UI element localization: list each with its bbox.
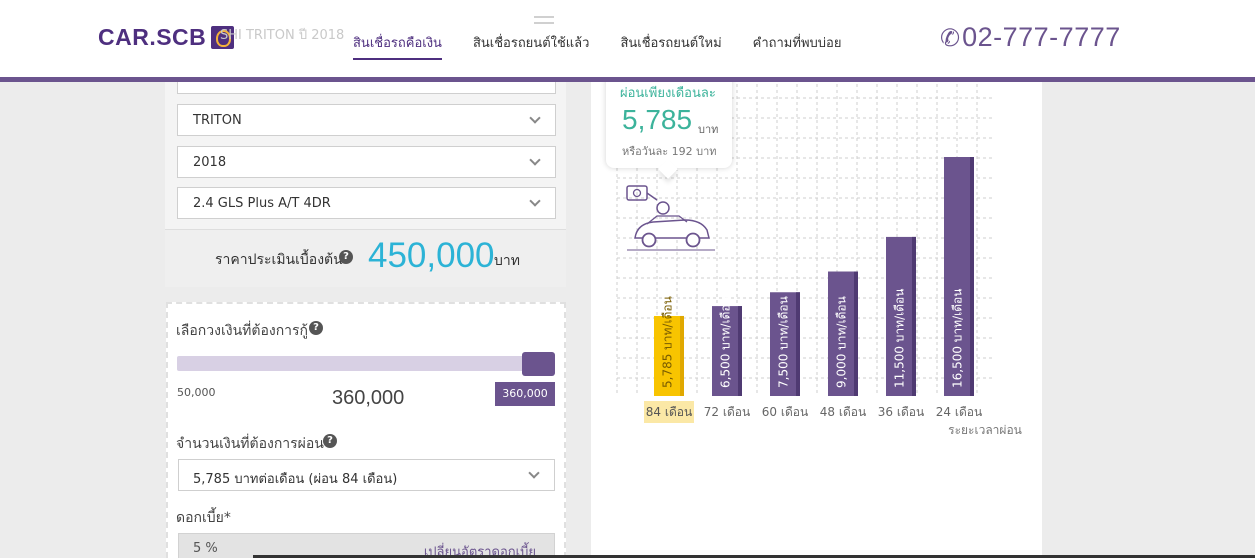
chevron-down-icon [528, 467, 540, 479]
bubble-daily-amount: หรือวันละ 192 บาท [622, 145, 717, 158]
model-select-value: TRITON [193, 113, 242, 128]
interest-label: ดอกเบี้ย* [176, 510, 231, 526]
bar[interactable] [654, 315, 684, 396]
chevron-down-icon [529, 195, 541, 207]
nav-item-faq[interactable]: คำถามที่พบบ่อย [752, 36, 842, 51]
bar[interactable] [828, 271, 858, 396]
interest-rate-value: 5 % [193, 541, 218, 556]
bar-shadow [970, 157, 974, 396]
bar-shadow [796, 292, 800, 396]
x-tick-label[interactable]: 48 เดือน [820, 405, 866, 419]
interest-rate-field[interactable]: 5 % เปลี่ยนอัตราดอกเบี้ย [178, 533, 555, 558]
bar-value-label: 9,000 บาท/เดือน [835, 296, 849, 388]
main-nav: สินเชื่อรถคือเงิน สินเชื่อรถยนต์ใช้แล้ว … [353, 32, 872, 60]
loan-slider-min: 50,000 [177, 386, 216, 399]
installment-select[interactable]: 5,785 บาทต่อเดือน (ผ่อน 84 เดือน) [178, 459, 555, 491]
scb-logo-icon [211, 26, 235, 49]
bar-shadow [854, 271, 858, 396]
installment-select-value: 5,785 บาทต่อเดือน (ผ่อน 84 เดือน) [193, 472, 398, 487]
submodel-select-value: 2.4 GLS Plus A/T 4DR [193, 196, 331, 211]
change-rate-link[interactable]: เปลี่ยนอัตราดอกเบี้ย [423, 545, 536, 558]
car-driver-icon [626, 185, 715, 251]
loan-slider-value: 360,000 [332, 387, 405, 409]
loan-amount-label: เลือกวงเงินที่ต้องการกู้ [176, 323, 309, 339]
bubble-monthly-amount: 5,785 [622, 104, 693, 135]
logo-text: CAR.SCB [98, 24, 207, 50]
loan-amount-slider[interactable] [177, 356, 555, 371]
bar[interactable] [944, 157, 974, 396]
bar[interactable] [770, 292, 800, 396]
year-select[interactable]: 2018 [177, 146, 556, 178]
monthly-payment-bubble: ผ่อนเพียงเดือนละ 5,785 บาท หรือวันละ 192… [606, 72, 732, 168]
nav-item-car-cash-loan[interactable]: สินเชื่อรถคือเงิน [353, 32, 442, 60]
obscured-car-title: SHI TRITON ปี 2018 [220, 28, 345, 43]
bar-shadow [912, 236, 916, 396]
phone-icon: ✆ [940, 23, 961, 52]
phone-contact[interactable]: ✆ 02-777-7777 [940, 22, 1121, 53]
x-tick-label[interactable]: 84 เดือน [646, 405, 692, 419]
filter-icon [534, 16, 554, 30]
loan-settings-card [166, 302, 566, 558]
site-header: CAR.SCB SHI TRITON ปี 2018 สินเชื่อรถคือ… [0, 0, 1255, 77]
bottom-bar [253, 555, 1255, 558]
bar[interactable] [886, 236, 916, 396]
selected-term-highlight [644, 401, 694, 423]
installment-label: จำนวนเงินที่ต้องการผ่อน [176, 436, 324, 452]
estimated-price-value: 450,000 [368, 236, 495, 275]
bar-value-label: 5,785 บาท/เดือน [661, 296, 675, 388]
bubble-amount-unit: บาท [698, 123, 719, 136]
bubble-title: ผ่อนเพียงเดือนละ [620, 86, 716, 101]
help-icon[interactable]: ? [309, 321, 323, 335]
estimated-price-label: ราคาประเมินเบื้องต้น [215, 252, 343, 268]
model-select[interactable]: TRITON [177, 104, 556, 136]
x-tick-label[interactable]: 36 เดือน [878, 405, 924, 419]
nav-item-new-car-loan[interactable]: สินเชื่อรถยนต์ใหม่ [620, 36, 722, 51]
chart-x-labels: 84 เดือน 72 เดือน 60 เดือน 48 เดือน 36 เดือน… [644, 401, 982, 423]
logo[interactable]: CAR.SCB [98, 24, 235, 51]
chart-x-axis-title: ระยะเวลาผ่อน [948, 423, 1022, 437]
bar-value-label: 11,500 บาท/เดือน [893, 289, 907, 388]
header-accent-bar [0, 77, 1255, 82]
phone-number: 02-777-7777 [962, 22, 1121, 52]
chart-bars: 5,785 บาท/เดือน 6,500 บาท/เดือน 7,500 บาท/… [654, 157, 974, 396]
help-icon[interactable]: ? [323, 434, 337, 448]
x-tick-label[interactable]: 60 เดือน [762, 405, 808, 419]
installment-bar-chart: 5,785 บาท/เดือน 6,500 บาท/เดือน 7,500 บาท/… [616, 77, 1022, 437]
estimated-price-unit: บาท [494, 253, 520, 269]
bar-value-label: 16,500 บาท/เดือน [951, 289, 965, 388]
estimated-price: ราคาประเมินเบื้องต้น ? 450,000 บาท [165, 229, 566, 287]
nav-item-used-car-loan[interactable]: สินเชื่อรถยนต์ใช้แล้ว [472, 36, 590, 51]
bar[interactable] [712, 306, 742, 396]
bar-shadow [680, 315, 684, 396]
bar-value-label: 7,500 บาท/เดือน [777, 296, 791, 388]
chevron-down-icon [529, 112, 541, 124]
submodel-select[interactable]: 2.4 GLS Plus A/T 4DR [177, 187, 556, 219]
year-select-value: 2018 [193, 155, 227, 170]
chevron-down-icon [529, 154, 541, 166]
bar-value-label: 6,500 บาท/เดือน [719, 296, 733, 388]
help-icon[interactable]: ? [339, 250, 353, 264]
x-tick-label[interactable]: 24 เดือน [936, 405, 982, 419]
x-tick-label[interactable]: 72 เดือน [704, 405, 750, 419]
loan-slider-max-badge: 360,000 [495, 382, 555, 406]
loan-amount-slider-handle[interactable] [522, 352, 555, 376]
bar-shadow [738, 306, 742, 396]
